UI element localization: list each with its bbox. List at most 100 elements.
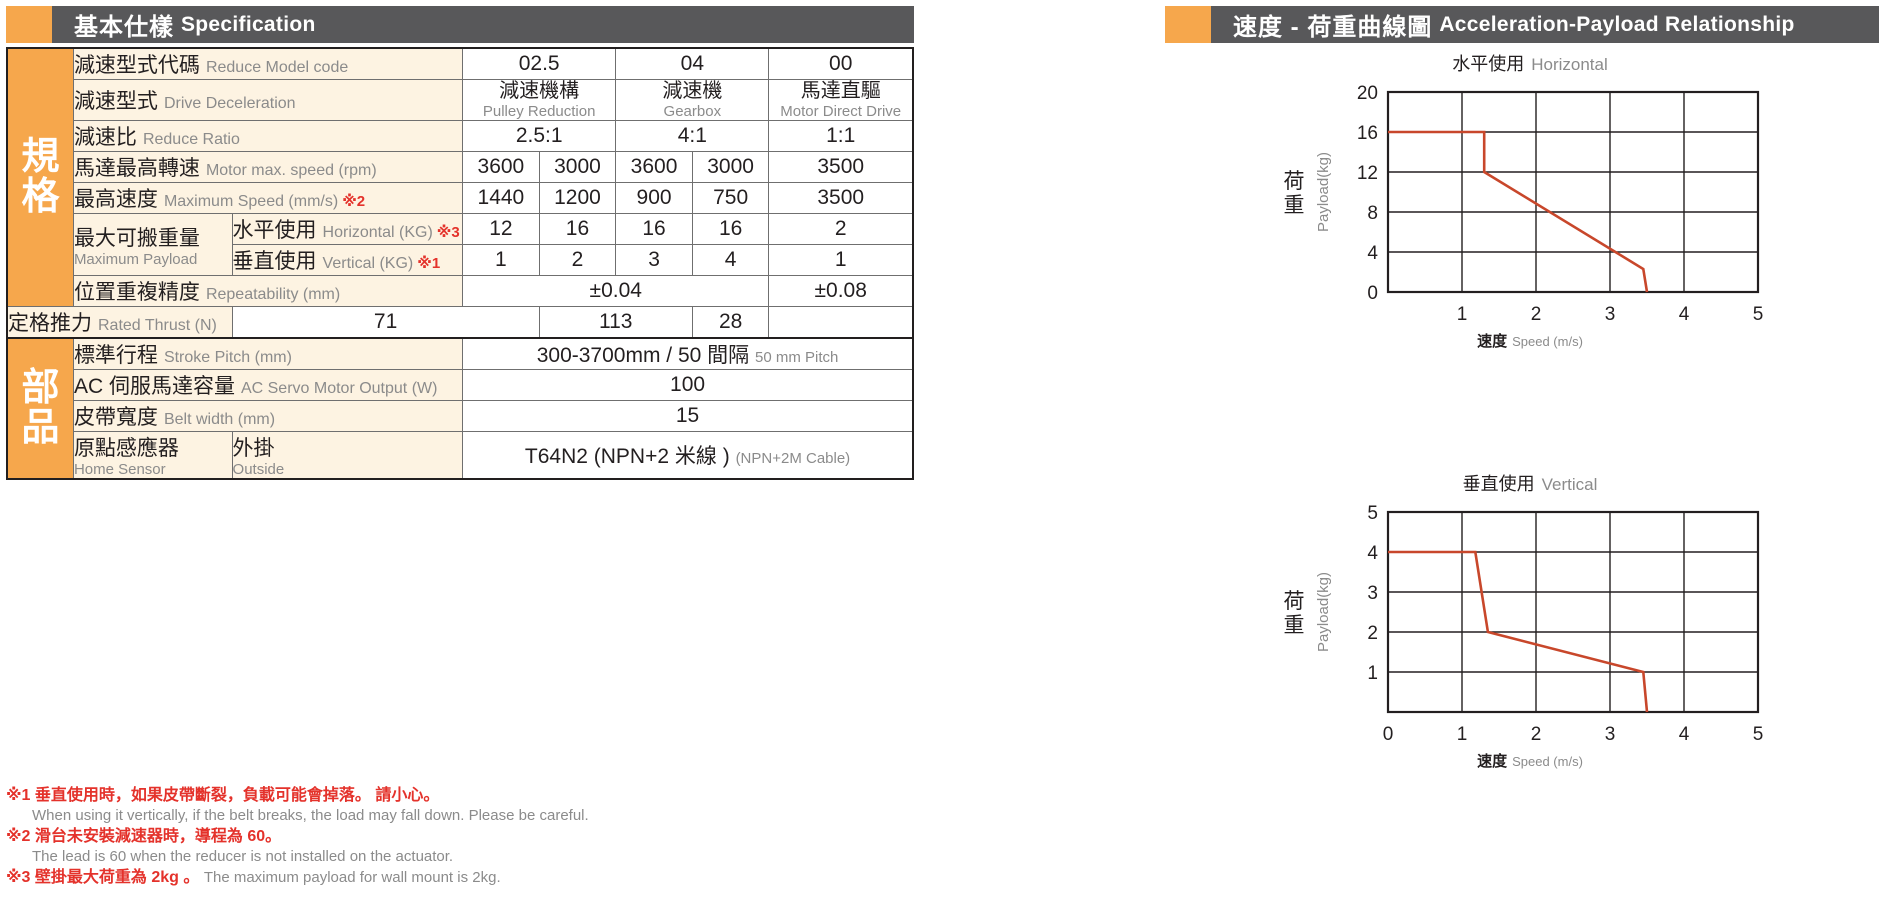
- row-label-payload-horizontal: 水平使用 Horizontal (KG) ※3: [231, 213, 464, 246]
- svg-text:3: 3: [1605, 304, 1616, 325]
- value-payload-h-5: 2: [768, 213, 914, 246]
- footnote-3: ※3 壁掛最大荷重為 2kg 。 The maximum payload for…: [6, 868, 501, 886]
- table-row: AC 伺服馬達容量 AC Servo Motor Output (W) 100: [7, 369, 914, 402]
- svg-text:5: 5: [1367, 503, 1378, 524]
- value-motor-speed-3: 3600: [615, 151, 693, 184]
- label-zh: 定格推力: [8, 312, 92, 336]
- label-en: Home Sensor: [73, 461, 166, 479]
- chart-vertical-plot: 1 2 3 4 5 0 1 2 3 4 5 荷重 Payload(kg): [1284, 503, 1764, 745]
- table-row: 皮帶寬度 Belt width (mm) 15: [7, 400, 914, 433]
- svg-text:1: 1: [1457, 304, 1468, 325]
- label-en: Belt width (mm): [163, 411, 276, 429]
- row-label-reduce-ratio: 減速比 Reduce Ratio: [72, 120, 464, 153]
- svg-text:4: 4: [1367, 243, 1378, 264]
- value-payload-h-3: 16: [615, 213, 693, 246]
- value-motor-speed-1: 3600: [462, 151, 540, 184]
- chart-horizontal: 水平使用 Horizontal 0 4 8 12 16 20 1 2 3 4 5 荷重 Payload(k…: [1180, 50, 1880, 350]
- row-label-home-sensor-outside: 外掛 Outside: [231, 431, 464, 481]
- value-payload-v-4: 4: [691, 244, 770, 277]
- svg-text:3: 3: [1367, 583, 1378, 604]
- svg-text:重: 重: [1284, 194, 1305, 217]
- footnote-2-en: The lead is 60 when the reducer is not i…: [32, 848, 454, 866]
- value-max-speed-5: 3500: [768, 182, 914, 215]
- value-stroke-pitch: 300-3700mm / 50 間隔 50 mm Pitch: [462, 337, 914, 371]
- svg-text:4: 4: [1367, 543, 1378, 564]
- label-zh: AC 伺服馬達容量: [73, 375, 235, 399]
- table-row: 原點感應器 Home Sensor 外掛 Outside T64N2 (NPN+…: [7, 431, 914, 481]
- row-label-maximum-payload: 最大可搬重量 Maximum Payload: [72, 213, 233, 277]
- value-motor-speed-2: 3000: [538, 151, 617, 184]
- table-row: 減速型式 Drive Deceleration 減速機構 Pulley Reduc…: [7, 78, 914, 122]
- label-zh: 減速型式: [73, 90, 158, 114]
- chart-horizontal-xlabel: 速度 Speed (m/s): [1477, 333, 1583, 350]
- label-en: Repeatability (mm): [205, 286, 341, 304]
- value-payload-h-2: 16: [538, 213, 617, 246]
- row-label-payload-vertical: 垂直使用 Vertical (KG) ※1: [231, 244, 464, 277]
- label-zh: 最高速度: [73, 188, 158, 212]
- table-row: 最高速度 Maximum Speed (mm/s) ※2 1440 1200 900…: [7, 182, 914, 215]
- label-en: Reduce Model code: [205, 59, 349, 76]
- label-footnote-ref: ※2: [342, 193, 366, 211]
- label-en: Stroke Pitch (mm): [163, 349, 292, 367]
- svg-text:5: 5: [1753, 304, 1764, 325]
- svg-text:4: 4: [1679, 304, 1690, 325]
- side-label-parts-char-0: 部: [21, 366, 60, 409]
- specification-table: 規 格 減速型式代碼 Reduce Model code 02.5 04 00 減…: [6, 47, 914, 481]
- side-label-parts: 部 品: [6, 337, 74, 480]
- label-zh: 最大可搬重量: [73, 226, 200, 250]
- spec-header-en: Specification: [181, 12, 316, 36]
- value-model-code-2: 04: [615, 47, 770, 80]
- value-payload-v-5: 1: [768, 244, 914, 277]
- svg-text:0: 0: [1383, 724, 1394, 745]
- chart-header-en: Acceleration-Payload Relationship: [1439, 12, 1795, 36]
- side-label-spec-char-0: 規: [21, 135, 60, 178]
- table-row: 部 品 標準行程 Stroke Pitch (mm) 300-3700mm / 5…: [6, 337, 914, 480]
- value-thrust-2: 113: [538, 306, 693, 340]
- svg-text:重: 重: [1284, 614, 1305, 637]
- chart-vertical-title: 垂直使用 Vertical: [1462, 474, 1598, 494]
- table-row: 垂直使用 Vertical (KG) ※1 1 2 3 4 1: [7, 244, 914, 277]
- row-label-repeatability: 位置重複精度 Repeatability (mm): [72, 275, 464, 308]
- chart-vertical-xlabel: 速度 Speed (m/s): [1477, 753, 1583, 770]
- svg-text:0: 0: [1367, 283, 1378, 304]
- svg-text:4: 4: [1679, 724, 1690, 745]
- label-zh: 馬達最高轉速: [73, 157, 200, 181]
- value-ratio-2: 4:1: [615, 120, 770, 153]
- row-label-drive-deceleration: 減速型式 Drive Deceleration: [72, 78, 464, 122]
- svg-text:2: 2: [1531, 304, 1542, 325]
- value-max-speed-4: 750: [691, 182, 770, 215]
- row-label-home-sensor: 原點感應器 Home Sensor: [72, 431, 233, 481]
- table-row: 位置重複精度 Repeatability (mm) ±0.04 ±0.08: [7, 275, 914, 308]
- side-label-parts-char-1: 品: [21, 406, 60, 449]
- row-label-ac-servo-output: AC 伺服馬達容量 AC Servo Motor Output (W): [72, 369, 464, 402]
- accent-bar: [1165, 6, 1211, 43]
- row-label-stroke-pitch: 標準行程 Stroke Pitch (mm): [72, 337, 464, 371]
- row-label-belt-width: 皮帶寬度 Belt width (mm): [72, 400, 464, 433]
- footnote-2-zh: ※2 滑台未安裝減速器時，導程為 60。: [6, 827, 282, 845]
- chart-horizontal-title: 水平使用 Horizontal: [1452, 54, 1608, 74]
- label-en: Motor max. speed (rpm): [205, 162, 377, 180]
- label-en: Reduce Ratio: [142, 131, 240, 149]
- value-deceleration-3: 馬達直驅 Motor Direct Drive: [768, 78, 914, 122]
- label-en: Rated Thrust (N): [98, 317, 217, 335]
- value-max-speed-1: 1440: [462, 182, 540, 215]
- svg-text:1: 1: [1457, 724, 1468, 745]
- value-belt-width: 15: [462, 400, 914, 433]
- value-thrust-1: 71: [231, 306, 540, 340]
- svg-text:荷: 荷: [1284, 590, 1305, 613]
- value-payload-h-1: 12: [462, 213, 540, 246]
- value-ac-servo-output: 100: [462, 369, 914, 402]
- label-en: Drive Deceleration: [163, 95, 296, 113]
- side-label-spec-char-1: 格: [21, 175, 60, 218]
- svg-text:16: 16: [1357, 123, 1378, 144]
- header-bar: 基本仕樣 Specification: [52, 6, 914, 43]
- value-model-code-3: 00: [768, 47, 914, 80]
- svg-text:5: 5: [1753, 724, 1764, 745]
- svg-text:1: 1: [1367, 663, 1378, 684]
- value-payload-v-1: 1: [462, 244, 540, 277]
- specification-section-header: 基本仕樣 Specification: [6, 6, 914, 43]
- svg-text:Payload(kg): Payload(kg): [1315, 572, 1332, 652]
- footnote-1-en: When using it vertically, if the belt br…: [32, 807, 589, 825]
- label-zh: 減速比: [73, 126, 137, 150]
